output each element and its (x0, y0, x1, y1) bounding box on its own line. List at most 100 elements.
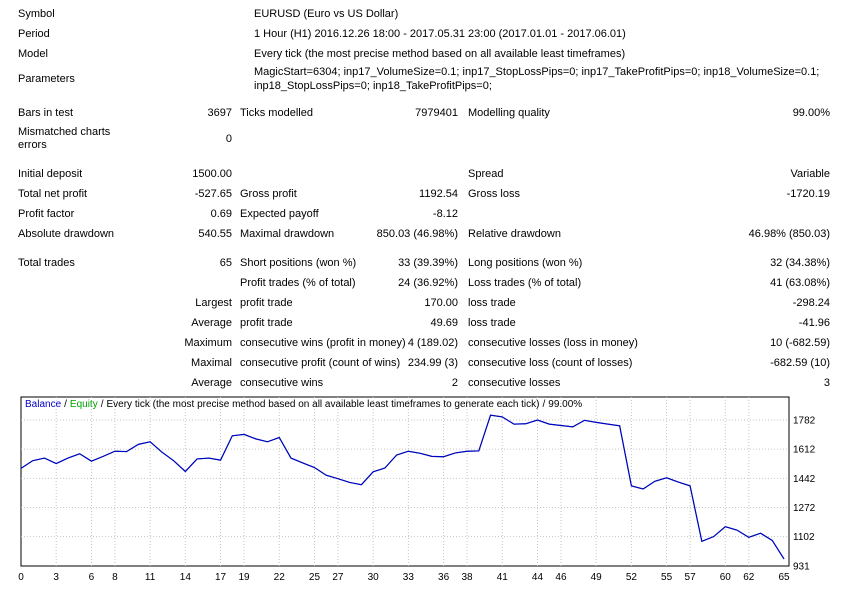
gross-profit-label: Gross profit (240, 188, 297, 200)
avg-consecutive-wins-label: consecutive wins (240, 377, 324, 389)
maximum-consecutive-row: Maximum consecutive wins (profit in mone… (0, 333, 844, 353)
profit-trades-value: 24 (36.92%) (398, 277, 458, 289)
total-net-profit-value: -527.65 (194, 188, 232, 200)
bars-in-test-label: Bars in test (18, 107, 74, 119)
parameters-row: Parameters MagicStart=6304; inp17_Volume… (0, 64, 844, 94)
absolute-drawdown-value: 540.55 (198, 228, 232, 240)
average-consecutive-row: Average consecutive wins 2 consecutive l… (0, 373, 844, 393)
section-gap (0, 155, 844, 164)
average-loss-trade-value: -41.96 (798, 317, 830, 329)
loss-trades-label: Loss trades (% of total) (468, 277, 582, 289)
svg-text:57: 57 (685, 572, 697, 583)
expected-payoff-label: Expected payoff (240, 208, 319, 220)
average-trade-label: Average (191, 317, 232, 329)
period-label: Period (18, 28, 50, 40)
drawdown-row: Absolute drawdown 540.55 Maximal drawdow… (0, 224, 844, 244)
mismatched-errors-value: 0 (225, 133, 232, 145)
largest-row: Largest profit trade 170.00 loss trade -… (0, 293, 844, 313)
model-label: Model (18, 48, 48, 60)
svg-text:1442: 1442 (793, 474, 816, 485)
svg-text:1782: 1782 (793, 416, 816, 427)
average-profit-trade-value: 49.69 (430, 317, 458, 329)
svg-text:44: 44 (532, 572, 544, 583)
max-consecutive-losses-value: 10 (-682.59) (770, 337, 830, 349)
bars-row: Bars in test 3697 Ticks modelled 7979401… (0, 103, 844, 123)
maximal-label: Maximal (191, 357, 232, 369)
average-consec-label: Average (191, 377, 232, 389)
legend-quality-text: 99.00% (548, 399, 583, 410)
maximal-drawdown-label: Maximal drawdown (240, 228, 335, 240)
largest-label: Largest (195, 297, 232, 309)
modelling-quality-value: 99.00% (792, 107, 830, 119)
absolute-drawdown-label: Absolute drawdown (18, 228, 115, 240)
avg-consecutive-wins-value: 2 (451, 377, 458, 389)
svg-text:931: 931 (793, 562, 810, 573)
svg-text:65: 65 (778, 572, 790, 583)
symbol-label: Symbol (18, 8, 55, 20)
period-value: 1 Hour (H1) 2016.12.26 18:00 - 2017.05.3… (254, 28, 626, 40)
initial-deposit-label: Initial deposit (18, 168, 83, 180)
svg-text:1272: 1272 (793, 503, 816, 514)
avg-consecutive-losses-value: 3 (823, 377, 830, 389)
maximum-label: Maximum (184, 337, 232, 349)
svg-text:0: 0 (18, 572, 24, 583)
modelling-quality-label: Modelling quality (468, 107, 550, 119)
maximal-consecutive-profit-value: 234.99 (3) (407, 357, 458, 369)
largest-loss-trade-value: -298.24 (792, 297, 830, 309)
short-positions-value: 33 (39.39%) (398, 257, 458, 269)
legend-separator: / (542, 399, 546, 410)
average-trade-row: Average profit trade 49.69 loss trade -4… (0, 313, 844, 333)
section-gap (0, 244, 844, 253)
balance-equity-chart: 1782 1612 1442 1272 1102 931 0 3 6 8 11 14 17 19 22 25 2… (0, 395, 844, 590)
profit-factor-row: Profit factor 0.69 Expected payoff -8.12 (0, 204, 844, 224)
strategy-tester-report: Symbol EURUSD (Euro vs US Dollar) Period… (0, 4, 844, 393)
max-consecutive-losses-label: consecutive losses (loss in money) (468, 337, 638, 349)
total-trades-value: 65 (219, 257, 232, 269)
relative-drawdown-label: Relative drawdown (468, 228, 561, 240)
short-positions-label: Short positions (won %) (240, 257, 357, 269)
profit-trades-label: Profit trades (% of total) (240, 277, 356, 289)
average-profit-trade-label: profit trade (240, 317, 293, 329)
spread-value: Variable (790, 168, 830, 180)
expected-payoff-value: -8.12 (432, 208, 458, 220)
period-row: Period 1 Hour (H1) 2016.12.26 18:00 - 20… (0, 24, 844, 44)
svg-text:6: 6 (89, 572, 95, 583)
svg-text:1102: 1102 (793, 532, 815, 543)
svg-text:8: 8 (112, 572, 118, 583)
max-consecutive-wins-label: consecutive wins (profit in money) (240, 337, 406, 349)
loss-trades-value: 41 (63.08%) (770, 277, 830, 289)
svg-text:55: 55 (661, 572, 673, 583)
mismatched-errors-label: Mismatched charts errors (18, 126, 111, 151)
maximal-consecutive-loss-label: consecutive loss (count of losses) (468, 357, 633, 369)
avg-consecutive-losses-label: consecutive losses (468, 377, 561, 389)
profit-factor-label: Profit factor (18, 208, 75, 220)
legend-model-text: Every tick (the most precise method base… (106, 399, 540, 410)
gross-profit-value: 1192.54 (419, 188, 458, 200)
mismatched-row: Mismatched charts errors 0 (0, 123, 844, 155)
svg-text:30: 30 (368, 572, 380, 583)
svg-text:33: 33 (403, 572, 415, 583)
svg-text:1612: 1612 (793, 445, 816, 456)
symbol-row: Symbol EURUSD (Euro vs US Dollar) (0, 4, 844, 24)
model-row: Model Every tick (the most precise metho… (0, 44, 844, 64)
largest-profit-trade-value: 170.00 (424, 297, 458, 309)
ticks-modelled-value: 7979401 (415, 107, 458, 119)
profit-loss-trades-row: Profit trades (% of total) 24 (36.92%) L… (0, 273, 844, 293)
initial-deposit-row: Initial deposit 1500.00 Spread Variable (0, 164, 844, 184)
maximal-consecutive-profit-label: consecutive profit (count of wins) (240, 357, 401, 369)
net-profit-row: Total net profit -527.65 Gross profit 11… (0, 184, 844, 204)
svg-text:41: 41 (497, 572, 509, 583)
total-trades-row: Total trades 65 Short positions (won %) … (0, 253, 844, 273)
section-gap (0, 94, 844, 103)
svg-text:3: 3 (53, 572, 59, 583)
bars-in-test-value: 3697 (207, 107, 232, 119)
long-positions-value: 32 (34.38%) (770, 257, 830, 269)
svg-text:27: 27 (332, 572, 344, 583)
largest-profit-trade-label: profit trade (240, 297, 293, 309)
relative-drawdown-value: 46.98% (850.03) (748, 228, 830, 240)
svg-text:49: 49 (591, 572, 603, 583)
max-consecutive-wins-value: 4 (189.02) (407, 337, 458, 349)
svg-text:22: 22 (274, 572, 286, 583)
parameters-label: Parameters (18, 73, 75, 85)
